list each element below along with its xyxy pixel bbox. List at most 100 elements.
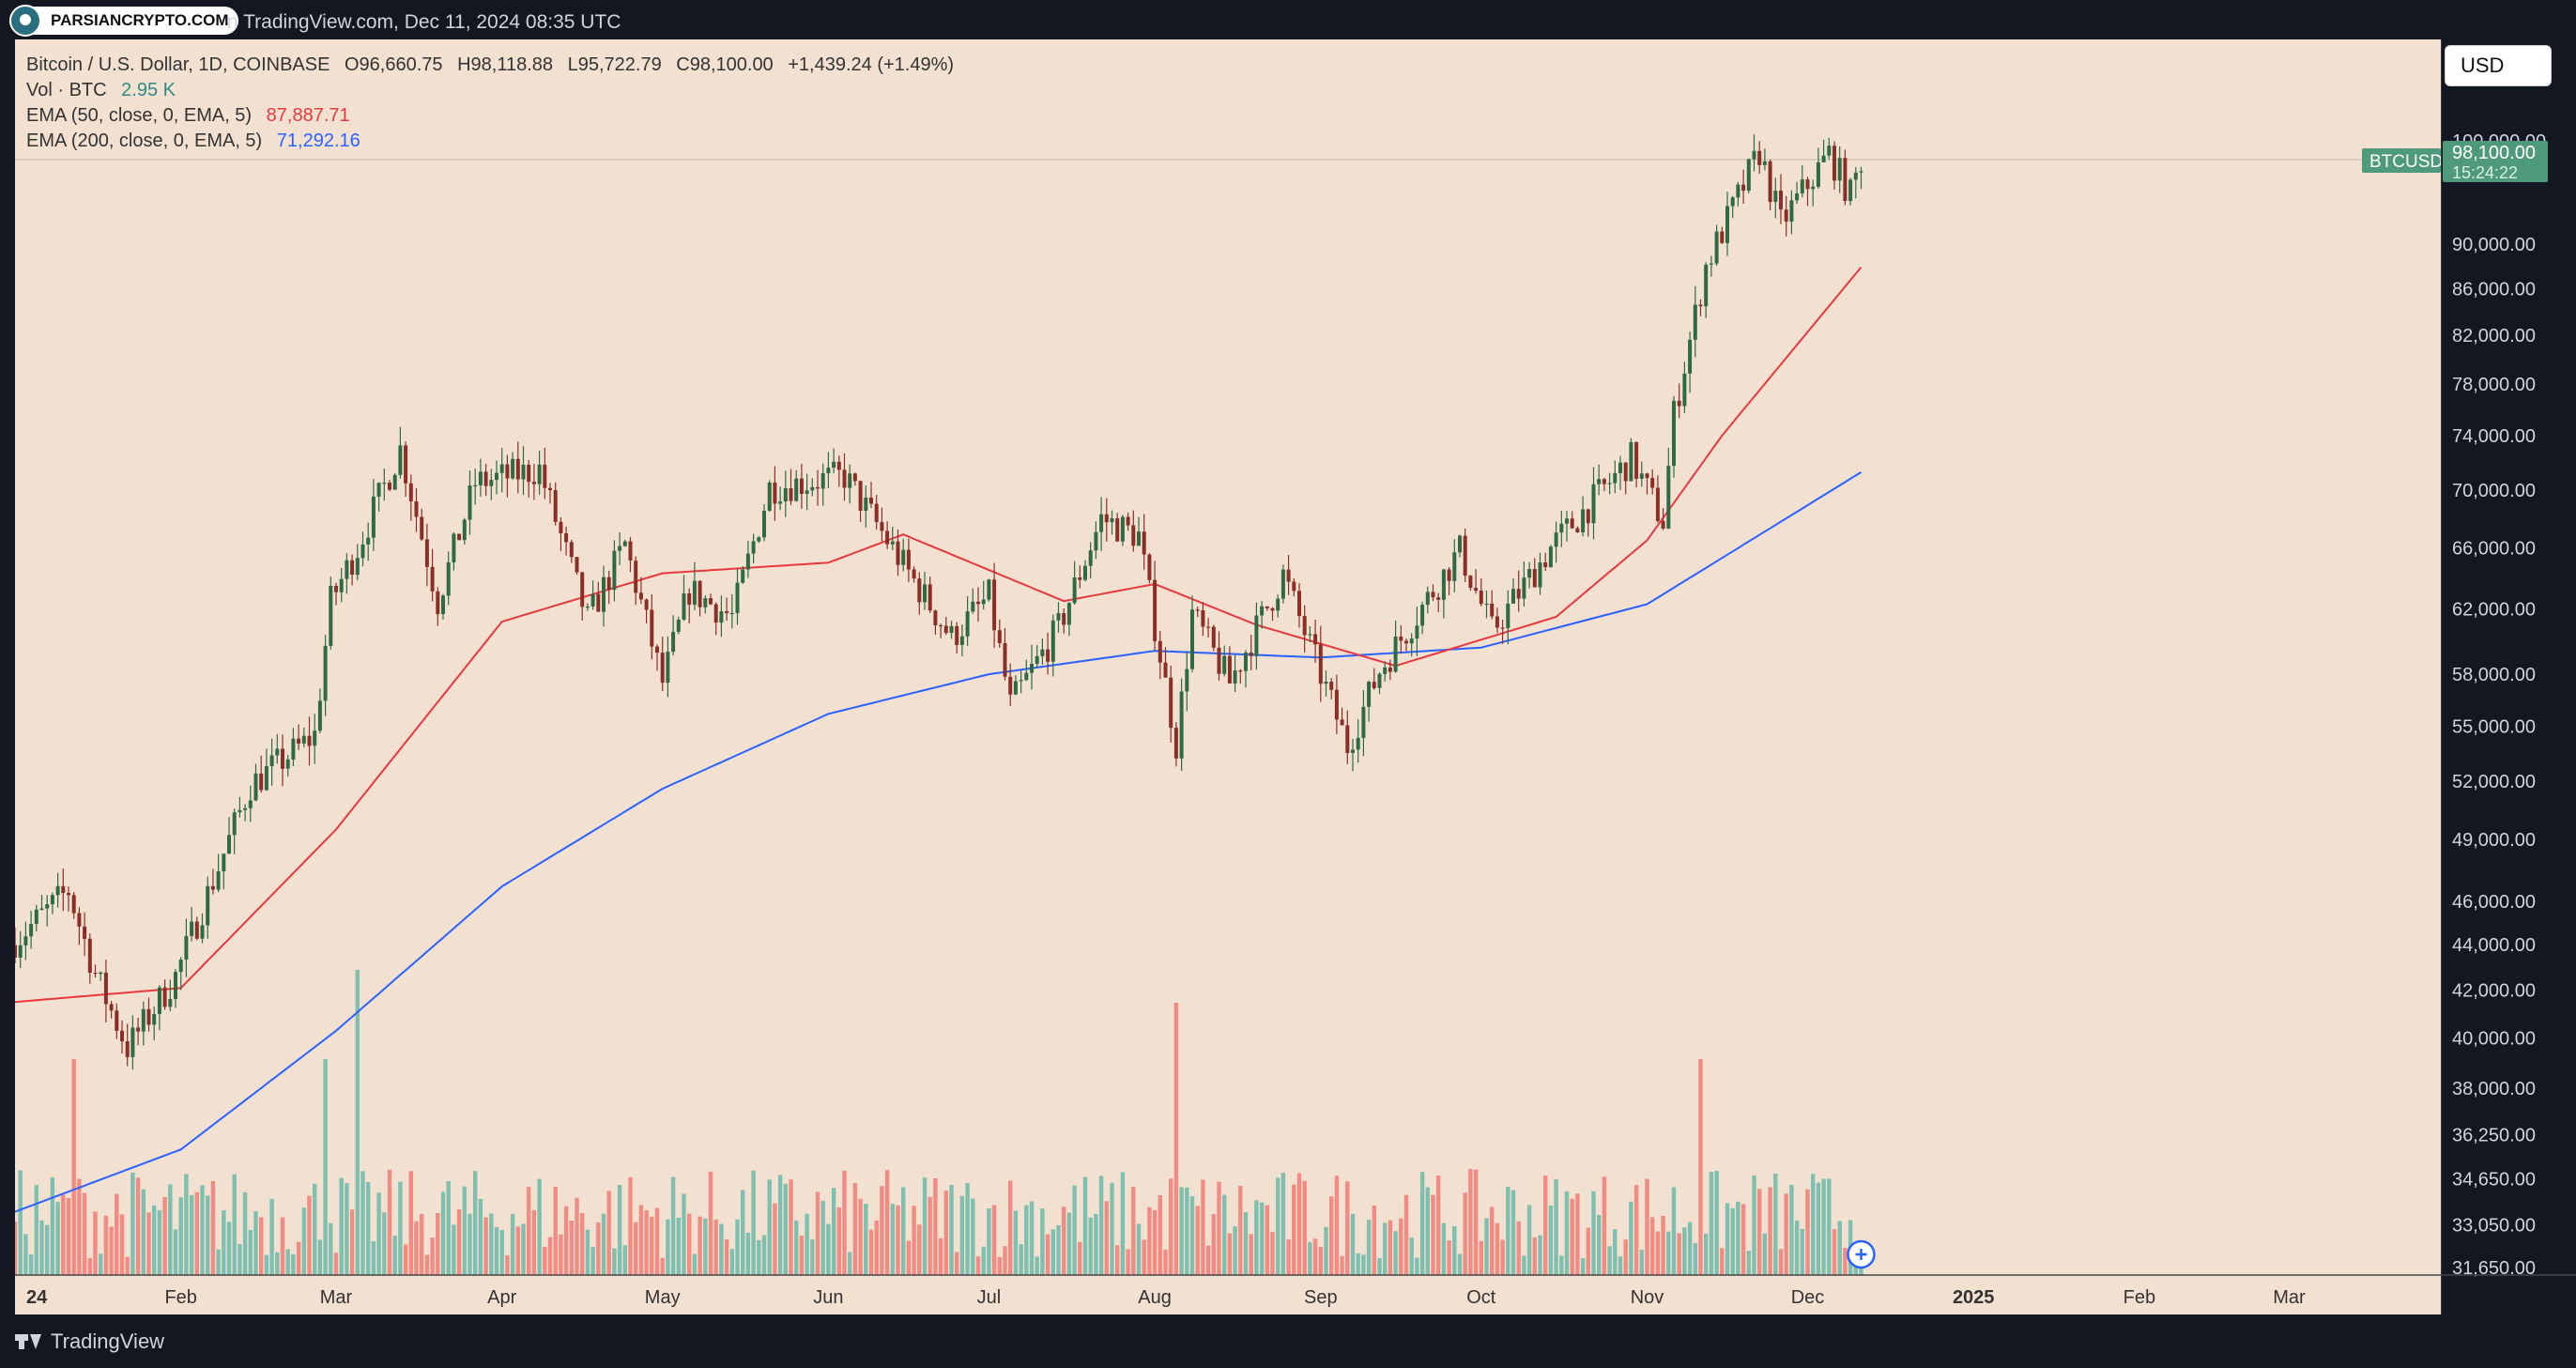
candle (1254, 602, 1259, 670)
candle (1548, 545, 1553, 568)
candle (1334, 674, 1339, 734)
volume-bar (87, 1258, 92, 1275)
chart-pane[interactable]: 24 Feb Mar Apr May Jun Jul Aug Sep Oct Nov Dec 2025 F… (15, 39, 2441, 1314)
candle (1736, 181, 1740, 207)
volume-bar (563, 1206, 569, 1275)
candle (222, 853, 226, 890)
candle (39, 895, 44, 911)
candle (1420, 601, 1425, 635)
volume-bar (1072, 1185, 1077, 1275)
volume-bar (1179, 1187, 1184, 1275)
candle (1286, 555, 1291, 595)
volume-bar (559, 1234, 563, 1275)
candle (1741, 169, 1746, 204)
volume-bar (510, 1214, 515, 1275)
volume-bar (1773, 1174, 1778, 1275)
volume-bar (1484, 1218, 1489, 1275)
volume-bar (1205, 1245, 1211, 1275)
volume-bar (773, 1203, 777, 1275)
candle (1217, 631, 1221, 681)
volume-bar (1340, 1255, 1344, 1275)
price-tick-label: 49,000.00 (2452, 830, 2536, 851)
volume-bar (499, 1230, 504, 1275)
candle (1516, 570, 1521, 612)
volume-bar (836, 1207, 841, 1275)
volume-bar (1201, 1179, 1205, 1275)
volume-bar (1280, 1172, 1286, 1275)
volume-bar (162, 1196, 167, 1275)
volume-bar (724, 1238, 729, 1275)
candle (1046, 632, 1050, 675)
candle (1072, 561, 1077, 605)
tradingview-brand[interactable]: TradingView (15, 1330, 164, 1354)
candle (1035, 645, 1039, 669)
candle (1265, 606, 1269, 611)
price-axis[interactable]: 100,000.0090,000.0086,000.0082,000.0078,… (2441, 39, 2576, 1314)
candle (253, 763, 258, 802)
currency-button[interactable]: USD (2445, 45, 2552, 86)
candle (602, 565, 606, 627)
volume-bar (1024, 1205, 1029, 1275)
volume-bar (1538, 1235, 1542, 1275)
volume-bar (1361, 1254, 1366, 1275)
candle (1169, 665, 1173, 743)
candle (1356, 719, 1360, 763)
volume-bar (1575, 1193, 1580, 1275)
volume-bar (1195, 1206, 1200, 1275)
candle (1388, 659, 1392, 681)
candle (564, 526, 569, 556)
volume-bar (1629, 1201, 1633, 1275)
volume-bar (1661, 1216, 1665, 1275)
candle (901, 538, 906, 572)
volume-bar (767, 1179, 772, 1275)
candle (527, 459, 531, 498)
volume-bar (146, 1212, 151, 1275)
time-tick-label: May (645, 1287, 681, 1308)
candle (1003, 627, 1007, 681)
candle (949, 621, 954, 639)
volume-bar (943, 1191, 948, 1275)
volume-bar (1088, 1217, 1093, 1275)
volume-bar (1292, 1184, 1296, 1275)
candle (1666, 448, 1671, 530)
volume-bar (1366, 1220, 1372, 1275)
ema50-line (15, 266, 1863, 1004)
volume-bar (1591, 1191, 1596, 1275)
volume-bar (1698, 1059, 1703, 1275)
volume-bar (826, 1223, 831, 1275)
volume-bar (1110, 1182, 1114, 1275)
volume-bar (1832, 1229, 1837, 1275)
candle (1645, 472, 1649, 495)
price-chart[interactable]: 24 Feb Mar Apr May Jun Jul Aug Sep Oct Nov Dec 2025 F… (15, 39, 2441, 1314)
volume-bar (130, 1172, 135, 1275)
volume-bar (975, 1256, 981, 1275)
volume-bar (436, 1213, 440, 1275)
volume-bar (478, 1198, 483, 1275)
candle (146, 997, 151, 1032)
volume-bar (371, 1241, 376, 1275)
plus-icon (1855, 1249, 1867, 1260)
volume-bar (28, 1254, 34, 1275)
candle (1425, 586, 1430, 614)
candle (1110, 510, 1114, 535)
volume-bar (242, 1191, 248, 1275)
candle (1147, 553, 1152, 584)
candle (473, 469, 478, 505)
candle (1137, 516, 1141, 546)
volume-bar (789, 1179, 793, 1275)
volume-bar (596, 1222, 601, 1275)
volume-bar (339, 1177, 344, 1275)
time-tick-label: Jun (813, 1287, 843, 1308)
candle (125, 1023, 130, 1067)
candle (1490, 590, 1495, 620)
volume-bar (1740, 1204, 1746, 1275)
candle (1431, 584, 1435, 602)
candle (1795, 181, 1800, 204)
candle (869, 482, 873, 508)
candle (836, 455, 841, 487)
candle (515, 441, 520, 494)
candle (1698, 299, 1703, 316)
candle (178, 957, 183, 991)
volume-bar (1163, 1250, 1168, 1275)
candle (799, 463, 804, 509)
